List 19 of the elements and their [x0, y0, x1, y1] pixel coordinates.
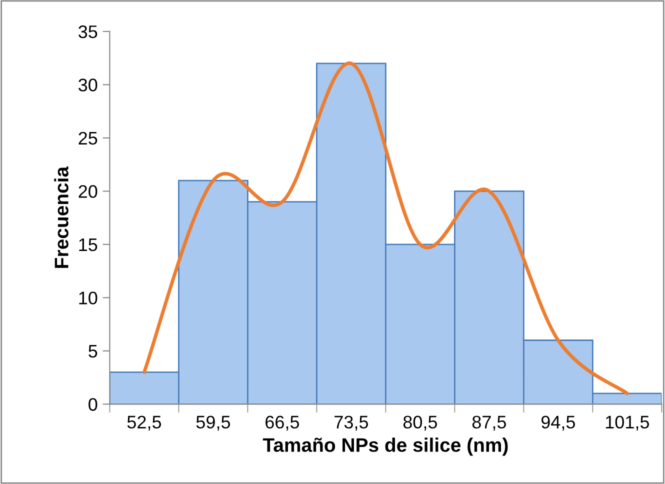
- line-series: [142, 62, 629, 396]
- x-tick-label: 52,5: [127, 416, 162, 431]
- x-tick-label: 59,5: [196, 416, 230, 431]
- x-tick-label: 66,5: [266, 416, 300, 431]
- x-tick-label: 73,5: [334, 416, 368, 431]
- y-tick-label: 25: [78, 132, 98, 145]
- x-tick-label: 87,5: [472, 416, 506, 431]
- y-tick-label: 20: [78, 185, 98, 198]
- x-tick-label: 101,5: [606, 416, 650, 431]
- y-axis-title: Frecuencia: [54, 166, 68, 268]
- y-tick-label: 5: [88, 345, 98, 358]
- x-axis-title: Tamaño NPs de silice (nm): [262, 438, 508, 456]
- y-tick-label: 0: [88, 398, 98, 411]
- y-tick-label: 30: [78, 78, 98, 92]
- y-tick-label: 15: [79, 238, 98, 252]
- x-tick-label: 80,5: [403, 416, 438, 431]
- y-tick-label: 10: [79, 292, 98, 304]
- x-tick-label: 94,5: [541, 416, 575, 431]
- y-tick-label: 35: [78, 25, 98, 38]
